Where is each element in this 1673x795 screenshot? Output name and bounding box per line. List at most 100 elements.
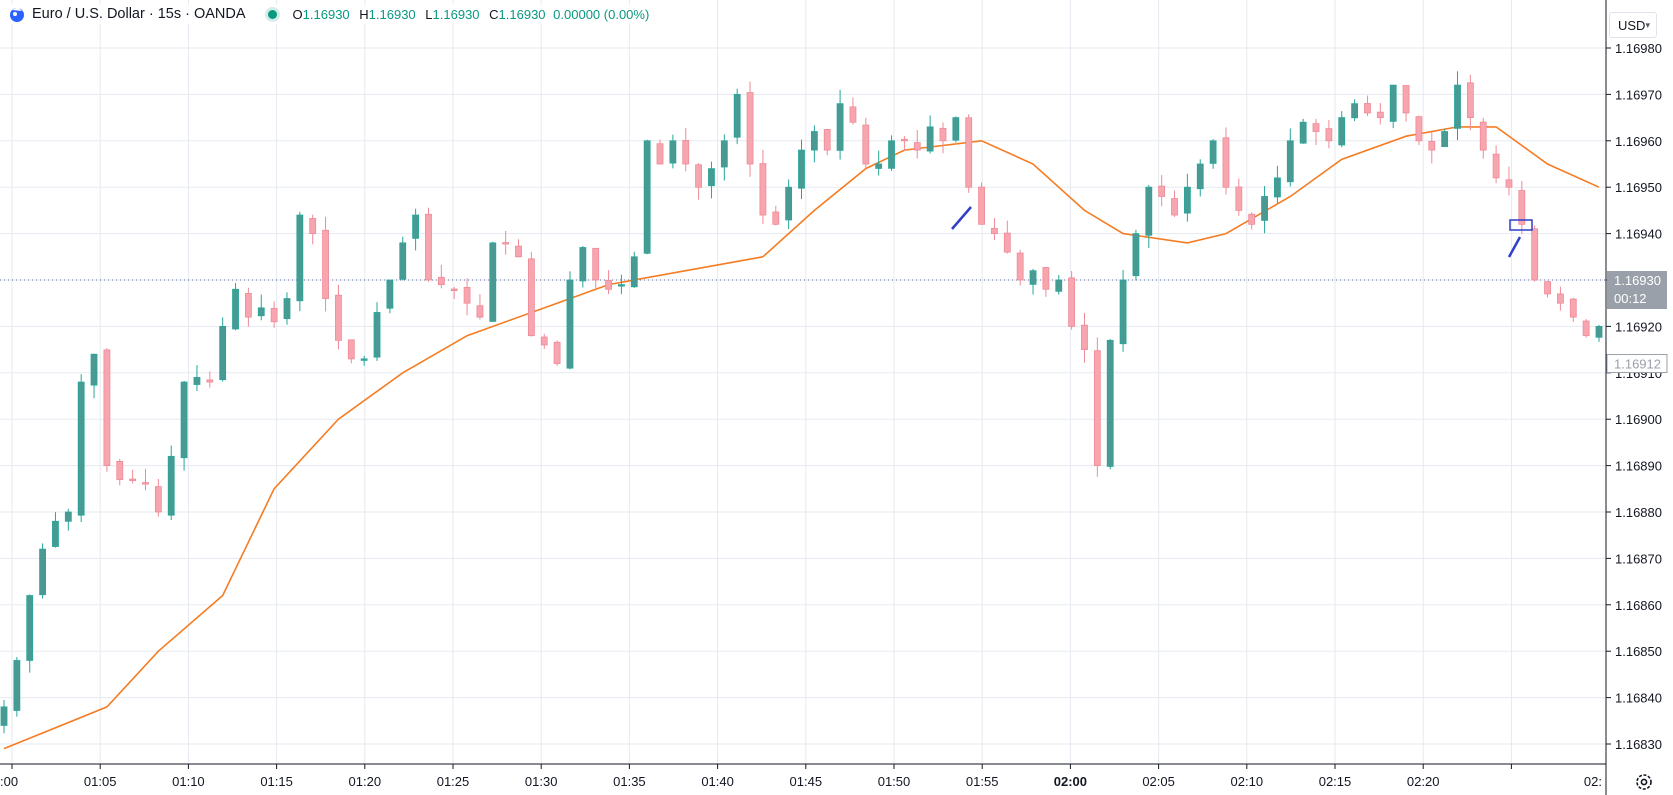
time-tick-label: 02: (1584, 774, 1602, 789)
candle-body (1544, 281, 1551, 295)
time-tick-label: 01:05 (84, 774, 117, 789)
candle (759, 149, 767, 224)
candle (13, 657, 21, 717)
candle-body (296, 214, 304, 302)
legend-header: Euro / U.S. Dollar · 15s · OANDA O1.1693… (8, 4, 656, 24)
candle-body (412, 214, 420, 239)
candle-body (785, 186, 793, 221)
candle-body (1466, 82, 1474, 118)
candle (142, 468, 149, 491)
time-tick-label: 01:40 (701, 774, 734, 789)
candle (193, 365, 201, 392)
candle (913, 129, 921, 159)
candle-body (219, 325, 227, 381)
gear-icon[interactable] (1633, 771, 1655, 793)
candle (1312, 118, 1320, 146)
candle (1389, 84, 1397, 129)
marker-price-label: 1.16912 (1614, 357, 1661, 372)
candle (965, 114, 973, 193)
candle-body (746, 92, 754, 165)
time-tick-label: 01:25 (437, 774, 470, 789)
candle-body (1132, 233, 1140, 277)
candle-body (1299, 121, 1307, 144)
candle-body (1402, 85, 1410, 114)
candle (1132, 229, 1140, 281)
price-tick-label: 1.16900 (1615, 412, 1662, 427)
symbol-flag-icon (10, 7, 24, 22)
candle (154, 479, 162, 517)
candle-body (1106, 339, 1114, 467)
candle-body (244, 293, 252, 318)
candle-body (1003, 232, 1011, 253)
symbol-title[interactable]: Euro / U.S. Dollar · 15s · OANDA (32, 6, 246, 22)
candle (270, 301, 278, 328)
chart-grid (0, 0, 1605, 763)
candle-body (836, 103, 844, 151)
candle-body (1119, 279, 1127, 345)
rectangle-drawing[interactable] (1509, 219, 1533, 231)
currency-button[interactable]: USD ▾ (1609, 12, 1657, 38)
candle (1364, 95, 1371, 116)
candle (720, 134, 728, 181)
market-status-icon[interactable] (267, 9, 277, 19)
candle (1595, 324, 1603, 342)
ohlc-values: O1.16930 H1.16930 L1.16930 C1.16930 0.00… (293, 7, 650, 22)
candle-body (1171, 198, 1178, 216)
candle-body (257, 307, 265, 317)
candle-body (1274, 177, 1281, 198)
candle (206, 371, 214, 388)
candle (373, 302, 381, 361)
candle-body (592, 247, 600, 281)
candle (180, 380, 188, 471)
candle-body (1286, 140, 1294, 183)
candle-body (901, 138, 908, 142)
candle (1402, 85, 1410, 122)
candle (64, 508, 72, 531)
candle (399, 236, 407, 281)
candle (836, 89, 844, 160)
candle (219, 317, 227, 382)
candle (1209, 139, 1217, 169)
change-value: 0.00000 (0.00%) (553, 6, 650, 22)
candle (849, 97, 857, 125)
candle-body (1029, 270, 1037, 285)
candle-body (720, 140, 728, 168)
time-tick-label: 01:30 (525, 774, 558, 789)
trend-line-drawing-2[interactable] (1507, 236, 1522, 258)
low-value: 1.16930 (432, 6, 480, 22)
trend-line-drawing[interactable] (951, 206, 972, 230)
candle-body (347, 339, 355, 360)
candle (52, 512, 59, 548)
candle (978, 182, 985, 225)
candle (592, 247, 600, 291)
candle-body (1428, 141, 1436, 151)
candle (347, 339, 355, 364)
candle (1003, 220, 1011, 254)
candle (1158, 175, 1166, 207)
candles-layer (0, 71, 1603, 734)
candle (232, 283, 239, 331)
candle-body (399, 242, 407, 280)
time-tick-label: 01:35 (613, 774, 646, 789)
candle (605, 270, 612, 294)
candle (630, 251, 638, 288)
candle-body (180, 381, 188, 459)
time-tick-label: 01:20 (349, 774, 382, 789)
price-axis[interactable]: 1.16830 1.16840 1.16850 1.16860 1.16870 1.168… (1606, 41, 1662, 752)
candle-body (1569, 298, 1577, 318)
candle-body (618, 284, 625, 287)
candle (1081, 312, 1088, 363)
candle-body (489, 242, 497, 322)
candle (1557, 286, 1564, 311)
candle (167, 445, 175, 521)
time-tick-label: 02:10 (1231, 774, 1264, 789)
candle-body (823, 129, 831, 151)
candle (103, 348, 111, 472)
price-tick-label: 1.16870 (1615, 551, 1662, 566)
candle-body (1248, 213, 1256, 225)
time-axis[interactable]: :00 01:05 01:10 01:15 01:20 01:25 01:30 01:35 01… (0, 764, 1602, 789)
price-tick-label: 1.16840 (1615, 691, 1662, 706)
candle-body (1505, 179, 1513, 188)
candle-body (1055, 279, 1063, 292)
